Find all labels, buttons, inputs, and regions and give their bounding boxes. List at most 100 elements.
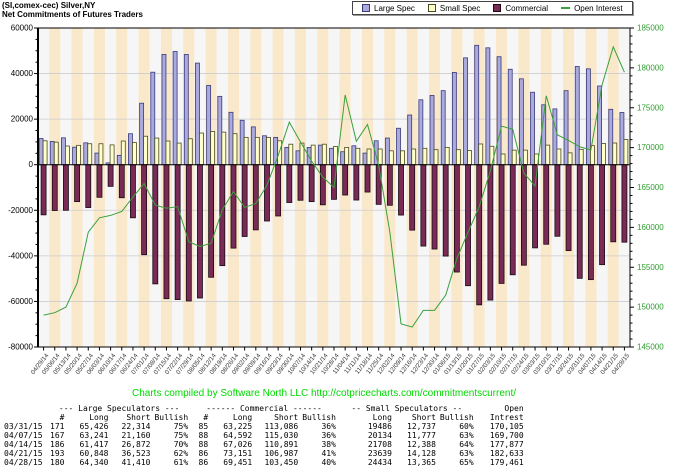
small-spec-bar [53, 141, 59, 166]
large-spec-bar [485, 47, 491, 166]
table-header-cell: # [203, 413, 209, 422]
plot-stripe [105, 28, 117, 347]
table-cell: 75% [173, 422, 189, 431]
large-spec-bar [619, 112, 625, 166]
commercial-bar [543, 164, 550, 245]
small-spec-bar [567, 152, 573, 166]
right-axis-label: 170000 [637, 143, 664, 152]
small-spec-bar [422, 147, 428, 166]
table-cell: 61,417 [79, 440, 109, 449]
small-spec-bar [288, 143, 294, 166]
table-cell: 04/21/15 [4, 449, 43, 458]
table-cell: 63,241 [79, 431, 109, 440]
left-axis-label: 20000 [11, 115, 34, 124]
footer-credit-link[interactable]: Charts compiled by Software North LLC ht… [131, 388, 517, 399]
legend-label: Small Spec [439, 3, 481, 13]
table-cell: 13,365 [407, 458, 436, 467]
commercial-bar [308, 164, 315, 203]
commercial-bar [498, 164, 505, 284]
large-spec-bar [61, 137, 66, 166]
commercial-bar [621, 164, 628, 243]
table-cell: 64% [459, 440, 474, 449]
large-spec-bar [183, 54, 189, 166]
table-cell: 04/07/15 [4, 431, 43, 440]
commercial-bar [520, 164, 527, 266]
legend-item-large-spec: Large Spec [362, 4, 415, 13]
large-spec-bar [507, 68, 513, 166]
large-spec-bar [150, 71, 156, 166]
large-spec-bar [284, 146, 290, 166]
table-cell: 12,737 [407, 422, 436, 431]
small-spec-bar [176, 142, 182, 166]
table-header-cell: Short [274, 413, 299, 422]
commercial-bar [610, 164, 617, 243]
commercial-bar [364, 164, 371, 193]
table-cell: 61% [173, 458, 189, 467]
commercial-bar [74, 164, 80, 203]
table-cell: 182,633 [489, 449, 524, 458]
commercial-bar [40, 164, 47, 216]
commercial-bar [342, 164, 349, 196]
commercial-bar [252, 164, 259, 231]
large-spec-bar [295, 150, 301, 166]
chart-symbol-title: (SI,comex-cec) Silver,NY [2, 1, 96, 10]
table-cell: 26,872 [121, 440, 151, 449]
commercial-bar [487, 164, 494, 301]
table-cell: 180 [50, 458, 65, 467]
table-header-cell: Long [232, 413, 253, 422]
commercial-bar [152, 164, 159, 285]
large-spec-bar [396, 127, 401, 166]
table-cell: 63% [459, 431, 474, 440]
large-spec-bar [239, 119, 245, 166]
table-header-cell: Long [372, 413, 392, 422]
commercial-bar [208, 164, 215, 278]
table-header-open: Open [504, 404, 524, 413]
large-spec-bar [329, 147, 334, 166]
table-cell: 41% [321, 449, 336, 458]
small-spec-bar [511, 149, 517, 166]
table-header-large-spec-group: --- Large Speculators --- [58, 404, 180, 413]
commercial-swatch-icon [493, 4, 502, 12]
legend-label: Large Spec [374, 3, 415, 13]
right-axis-label: 160000 [637, 223, 664, 232]
small-spec-bar [109, 144, 115, 166]
commercial-bar [398, 164, 404, 216]
table-cell: 103,450 [264, 458, 299, 467]
table-row: 04/14/15 186 61,417 26,872 70% 88 67,026 110,89… [2, 440, 526, 449]
commercial-bar [420, 164, 427, 247]
commercial-bar [588, 164, 594, 281]
table-header-cell: Bullish [302, 413, 336, 422]
small-spec-bar [467, 150, 472, 166]
left-axis-label: 60000 [11, 24, 34, 33]
cot-data-table: --- Large Speculators --- ------ Commerc… [2, 404, 526, 467]
table-cell: 60% [459, 422, 474, 431]
commercial-bar [63, 164, 69, 211]
large-spec-bar [463, 57, 468, 166]
small-spec-bar [210, 131, 216, 166]
table-cell: 115,030 [264, 431, 299, 440]
small-spec-bar [87, 143, 93, 166]
commercial-bar [431, 164, 438, 250]
table-cell: 179,461 [489, 458, 524, 467]
commercial-bar [453, 164, 460, 273]
table-cell: 19486 [367, 422, 392, 431]
table-cell: 04/28/15 [4, 458, 43, 467]
large-spec-bar [128, 133, 133, 166]
small-spec-bar [623, 139, 629, 166]
table-cell: 88 [198, 431, 209, 440]
large-spec-bar [451, 72, 457, 166]
small-spec-bar [165, 140, 171, 166]
table-row: 03/31/15 171 65,426 22,314 75% 85 63,225 113,08… [2, 422, 526, 431]
table-cell: 171 [50, 422, 65, 431]
table-header-cell: Intrest [489, 413, 524, 422]
small-spec-bar [277, 140, 283, 166]
large-spec-bar [250, 126, 256, 166]
large-spec-bar [161, 54, 167, 166]
small-spec-bar [42, 140, 48, 166]
chart-legend: Large Spec Small Spec Commercial Open In… [352, 1, 633, 15]
small-spec-bar [489, 145, 495, 166]
table-cell: 65,426 [79, 422, 109, 431]
table-cell: 60,848 [79, 449, 109, 458]
large-spec-bar [608, 108, 614, 166]
commercial-bar [532, 164, 538, 249]
